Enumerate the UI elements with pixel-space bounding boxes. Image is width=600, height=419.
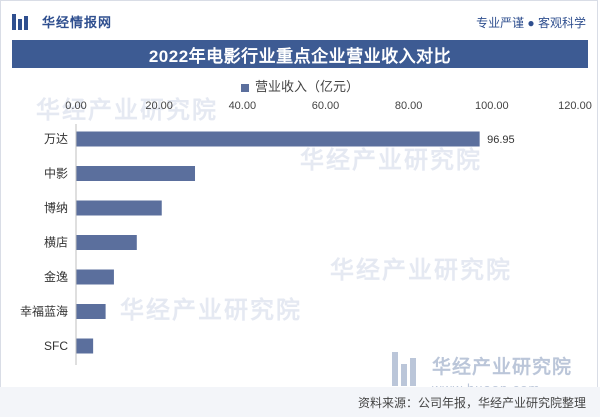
category-label: 横店 [44,236,68,250]
top-bar: 华经情报网 专业严谨 ● 客观科学 [0,0,600,40]
bar [76,304,106,319]
bar [76,338,94,354]
x-tick-label: 60.00 [312,100,340,112]
source-note: 资料来源：公司年报，华经产业研究院整理 [357,396,586,410]
legend-swatch [240,83,249,92]
category-label: SFC [44,339,68,353]
bar [76,131,480,147]
brand-logo: 华经情报网 [12,12,112,31]
data-label: 96.95 [487,134,515,146]
x-tick-label: 40.00 [229,100,257,112]
bar [76,235,137,250]
bar [76,269,114,285]
legend: 营业收入（亿元） [0,76,600,95]
title-bar: 2022年电影行业重点企业营业收入对比 [12,40,588,68]
watermark-name: 华经产业研究院 [431,357,572,378]
footer-band [0,387,600,417]
x-tick-label: 20.00 [145,100,173,112]
x-tick-label: 0.00 [65,100,86,112]
category-label: 中影 [44,166,68,181]
x-tick-label: 120.00 [558,100,592,112]
x-tick-label: 80.00 [395,100,423,112]
bar [76,200,162,216]
logo-bars-icon [12,13,36,30]
chart-title: 2022年电影行业重点企业营业收入对比 [148,46,452,66]
category-label: 金逸 [44,269,68,284]
category-label: 幸福蓝海 [20,304,68,319]
x-tick-label: 100.00 [475,100,509,112]
bar [76,166,196,181]
logo-text: 华经情报网 [42,15,113,30]
category-label: 博纳 [44,200,68,215]
slogan: 专业严谨 ● 客观科学 [476,16,586,30]
category-label: 万达 [44,132,68,146]
legend-label: 营业收入（亿元） [254,79,359,94]
watermark-bars-icon [391,352,426,386]
